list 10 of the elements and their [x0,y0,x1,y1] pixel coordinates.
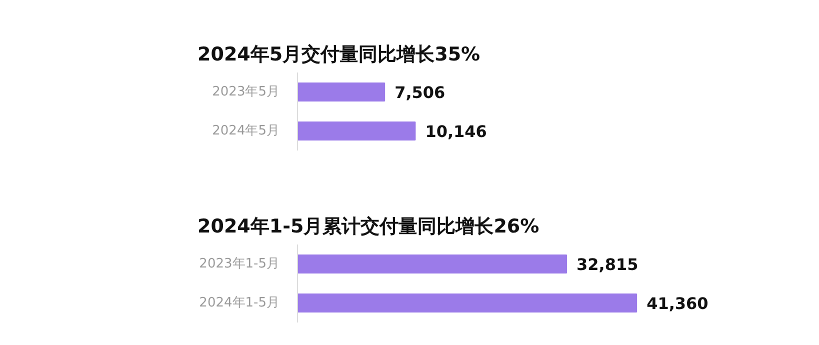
data-label: 32,815 [576,255,638,274]
data-label: 10,146 [425,122,487,141]
data-label: 41,360 [646,294,708,313]
chart-title: 2024年5月交付量同比增长35% [198,44,480,66]
chart-title: 2024年1-5月累计交付量同比增长26% [198,216,540,238]
data-label: 7,506 [394,83,446,102]
y-tick-label: 2023年1-5月 [199,256,280,272]
y-tick-label: 2024年5月 [212,124,280,138]
y-tick-label: 2024年1-5月 [199,296,280,310]
y-tick-label: 2023年5月 [212,84,280,100]
